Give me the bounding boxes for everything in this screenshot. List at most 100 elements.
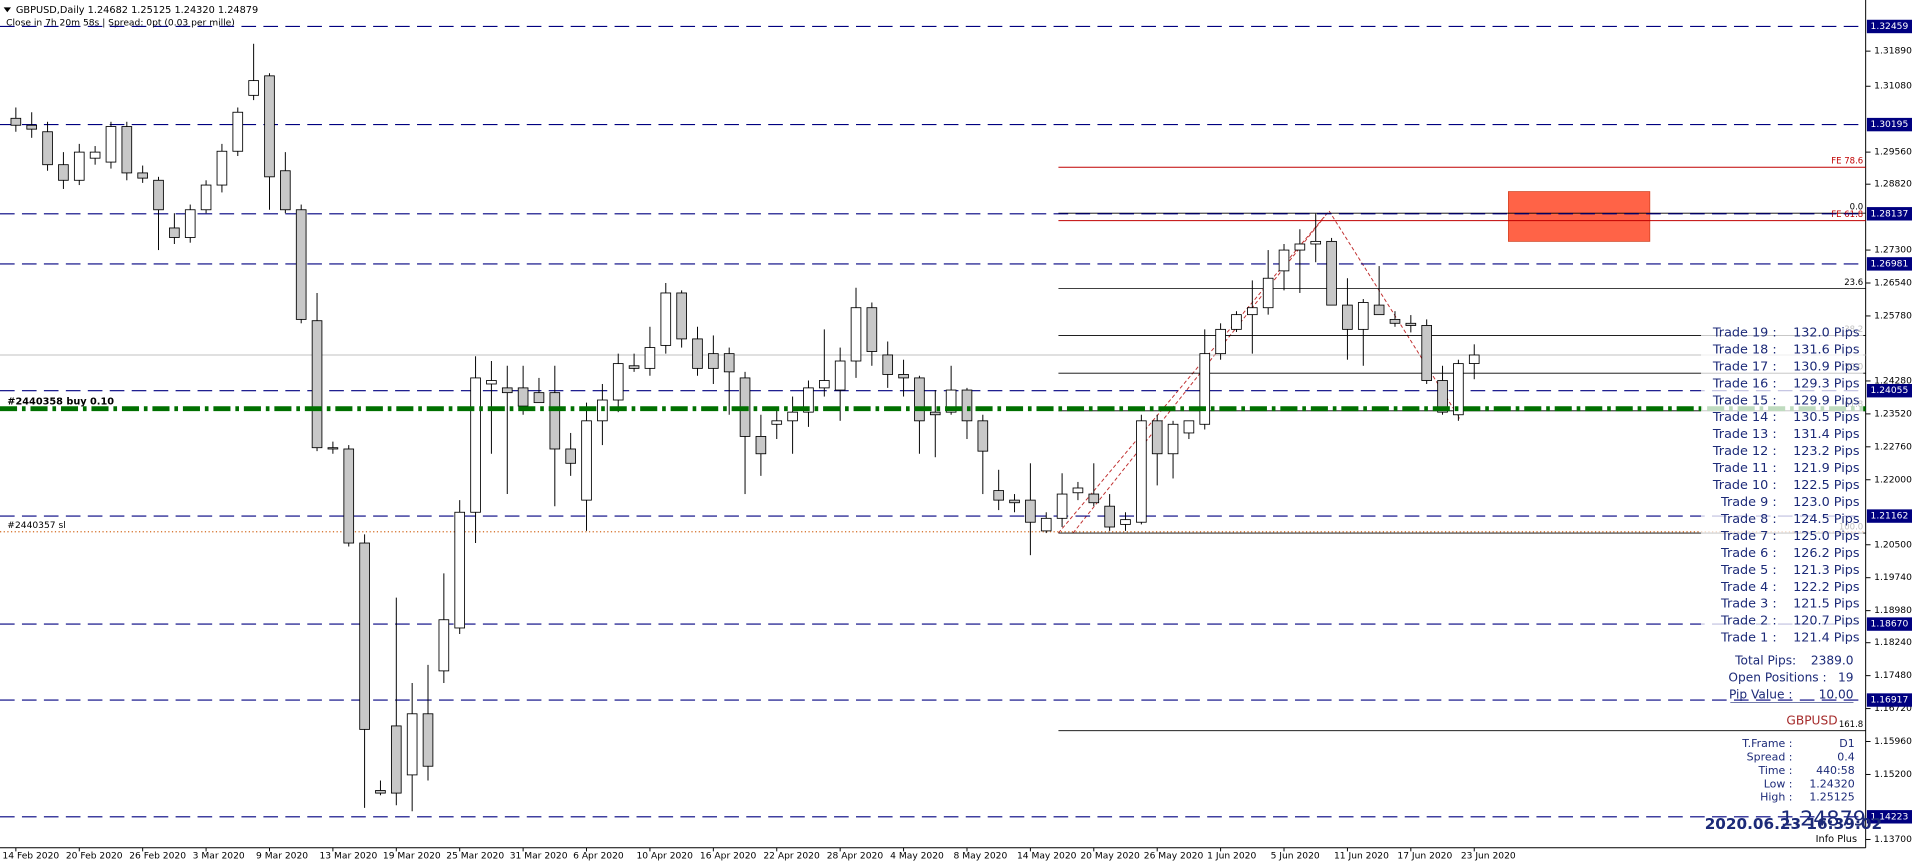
level-label: 1.16917 xyxy=(1871,696,1909,706)
y-tick-label: 1.23520 xyxy=(1874,409,1912,419)
trade-pips: 132.0 Pips xyxy=(1793,325,1860,340)
candle-body xyxy=(1025,499,1036,523)
level-label: 1.30195 xyxy=(1871,120,1909,130)
candle-body xyxy=(105,126,117,163)
level-label: 1.28137 xyxy=(1871,209,1909,219)
candle-body xyxy=(343,448,355,544)
x-tick-label: 26 Feb 2020 xyxy=(129,852,186,862)
fibo-label: 0.0 xyxy=(1850,203,1864,213)
x-tick-label: 20 Feb 2020 xyxy=(66,852,123,862)
info-value: 440:58 xyxy=(1816,764,1855,777)
level-label: 1.26981 xyxy=(1871,259,1909,269)
candle-body xyxy=(882,354,894,375)
total-value: 19 xyxy=(1838,671,1854,685)
candle-body xyxy=(486,380,497,385)
candle-body xyxy=(1389,318,1401,324)
trade-pips: 125.0 Pips xyxy=(1793,529,1860,544)
trade-pips: 121.4 Pips xyxy=(1793,631,1860,646)
trade-pips: 121.9 Pips xyxy=(1793,461,1860,476)
candle-body xyxy=(1231,314,1242,330)
x-tick-label: 17 Jun 2020 xyxy=(1397,852,1452,862)
trade-label: Trade 7 : xyxy=(1720,529,1777,544)
trade-label: Trade 18 : xyxy=(1712,342,1777,357)
y-tick-label: 1.13700 xyxy=(1874,835,1912,845)
y-tick-label: 1.18240 xyxy=(1874,638,1912,648)
x-tick-label: 3 Mar 2020 xyxy=(193,852,245,862)
x-tick-label: 26 May 2020 xyxy=(1144,852,1204,862)
candle-body xyxy=(803,387,814,413)
level-box xyxy=(1866,19,1912,34)
level-box xyxy=(1866,117,1912,132)
level-box xyxy=(1866,207,1912,221)
candle-body xyxy=(1167,423,1179,455)
candle-body xyxy=(1294,243,1306,251)
y-tick-label: 1.19740 xyxy=(1874,573,1912,583)
candle-body xyxy=(1357,302,1369,330)
trade-pips: 129.9 Pips xyxy=(1793,393,1860,408)
candle-body xyxy=(200,184,212,211)
candle-body xyxy=(723,353,735,373)
candle-body xyxy=(216,150,228,186)
candle-body xyxy=(533,392,545,404)
total-label: Total Pips: xyxy=(1734,654,1796,668)
candle-body xyxy=(517,387,529,407)
candle-body xyxy=(1056,493,1068,519)
x-tick-label: 1 Jun 2020 xyxy=(1207,852,1256,862)
candle-body xyxy=(390,725,402,794)
candle-body xyxy=(898,374,909,379)
candle-body xyxy=(1262,277,1274,309)
level-label: 1.24055 xyxy=(1871,386,1909,396)
footer: Info Plus xyxy=(1816,834,1857,845)
candle-body xyxy=(866,307,878,352)
timestamp: 2020.06.23 16:39:02 xyxy=(1705,815,1882,833)
level-box xyxy=(1866,693,1912,707)
candle-body xyxy=(1437,380,1448,413)
candle-body xyxy=(137,172,148,179)
trade-label: Trade 19 : xyxy=(1712,325,1777,340)
candle-body xyxy=(121,126,133,174)
y-tick-label: 1.24280 xyxy=(1874,376,1912,386)
trade-label: Trade 15 : xyxy=(1712,393,1777,408)
trade-label: Trade 12 : xyxy=(1712,444,1777,459)
menu-arrow[interactable] xyxy=(3,7,11,13)
candle-body xyxy=(1199,353,1211,425)
trade-pips: 131.6 Pips xyxy=(1793,342,1860,357)
expansion-label: FE 61.8 xyxy=(1831,210,1863,220)
candle-body xyxy=(184,209,196,238)
trade-pips: 123.0 Pips xyxy=(1793,495,1860,510)
candle-body xyxy=(692,338,703,369)
candle-body xyxy=(58,164,69,181)
candle-body xyxy=(1136,420,1147,523)
candle-body xyxy=(660,292,672,346)
x-tick-label: 8 May 2020 xyxy=(954,852,1008,862)
x-tick-label: 14 May 2020 xyxy=(1017,852,1077,862)
candle-body xyxy=(850,307,862,362)
trade-label: Trade 11 : xyxy=(1712,461,1777,476)
level-box xyxy=(1866,257,1912,271)
candle-body xyxy=(438,619,450,672)
x-tick-label: 9 Mar 2020 xyxy=(256,852,308,862)
total-label: Pip Value : xyxy=(1729,688,1793,702)
x-tick-label: 5 Jun 2020 xyxy=(1271,852,1320,862)
info-label: T.Frame : xyxy=(1741,737,1792,750)
info-label: Time : xyxy=(1757,764,1792,777)
candle-body xyxy=(406,713,418,776)
candle-body xyxy=(1310,240,1322,245)
y-tick-label: 1.17480 xyxy=(1874,671,1912,681)
candle-body xyxy=(470,377,481,513)
trade-pips: 122.5 Pips xyxy=(1793,478,1860,493)
trade-pips: 126.2 Pips xyxy=(1793,546,1860,561)
candle-body xyxy=(10,117,22,126)
candle-body xyxy=(628,365,640,369)
candle-body xyxy=(26,124,38,130)
y-tick-label: 1.26540 xyxy=(1874,279,1912,289)
candle-body xyxy=(327,447,339,450)
info-label: High : xyxy=(1760,791,1792,804)
candle-body xyxy=(169,227,180,238)
zone xyxy=(1508,191,1651,242)
candle-body xyxy=(248,80,259,96)
trade-pips: 121.3 Pips xyxy=(1793,563,1860,578)
candle-body xyxy=(232,111,244,152)
trade-label: Trade 1 : xyxy=(1720,631,1777,646)
